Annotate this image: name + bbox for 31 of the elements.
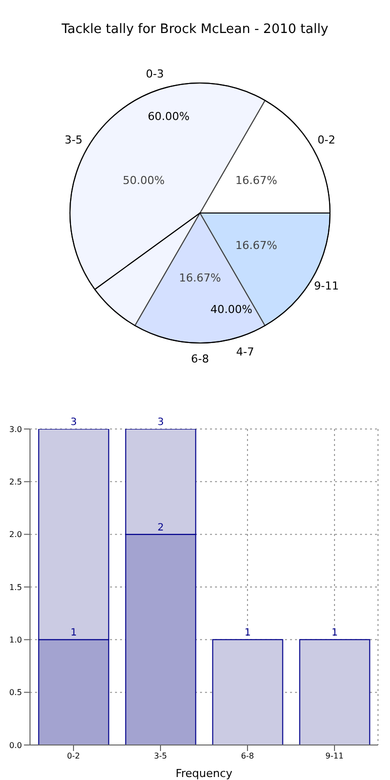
data-label: 16.67% [235,174,278,187]
x-tick-label: 9-11 [325,752,344,761]
y-tick-label: 0.0 [9,740,22,750]
data-label: 50.00% [122,174,165,187]
total-label: 1 [244,628,251,639]
total-label: 3 [70,417,77,428]
slice-label: 4-7 [236,345,254,358]
x-tick-label: 3-5 [154,752,168,761]
slice-label: 0-3 [146,68,164,81]
y-tick-label: 1.0 [9,636,22,645]
y-tick-label: 2.0 [9,530,22,540]
slice-label: 6-8 [190,352,209,366]
slice-label: 9-11 [314,280,339,293]
total-label: 3 [158,417,164,428]
y-tick-label: 2.5 [9,478,22,487]
data-label: 60.00% [148,110,190,124]
data-label: 16.67% [179,272,221,284]
y-tick-label: 0.5 [9,688,22,698]
x-tick-label: 0-2 [66,752,80,761]
y-tick-label: 1.5 [9,582,22,592]
data-label: 16.67% [235,239,278,252]
data-label: 40.00% [210,302,252,316]
data-label: 2 [158,522,164,534]
chart-title: Tackle tally for Brock McLean - 2010 tally [60,22,330,37]
total-label: 1 [332,628,338,639]
slice-label: 0-2 [317,133,336,146]
slice-label: 3-5 [64,133,83,146]
x-tick-label: 6-8 [240,752,254,761]
data-label: 1 [70,628,77,639]
x-axis-title: Frequency [176,767,233,780]
y-tick-label: 3.0 [9,424,22,434]
